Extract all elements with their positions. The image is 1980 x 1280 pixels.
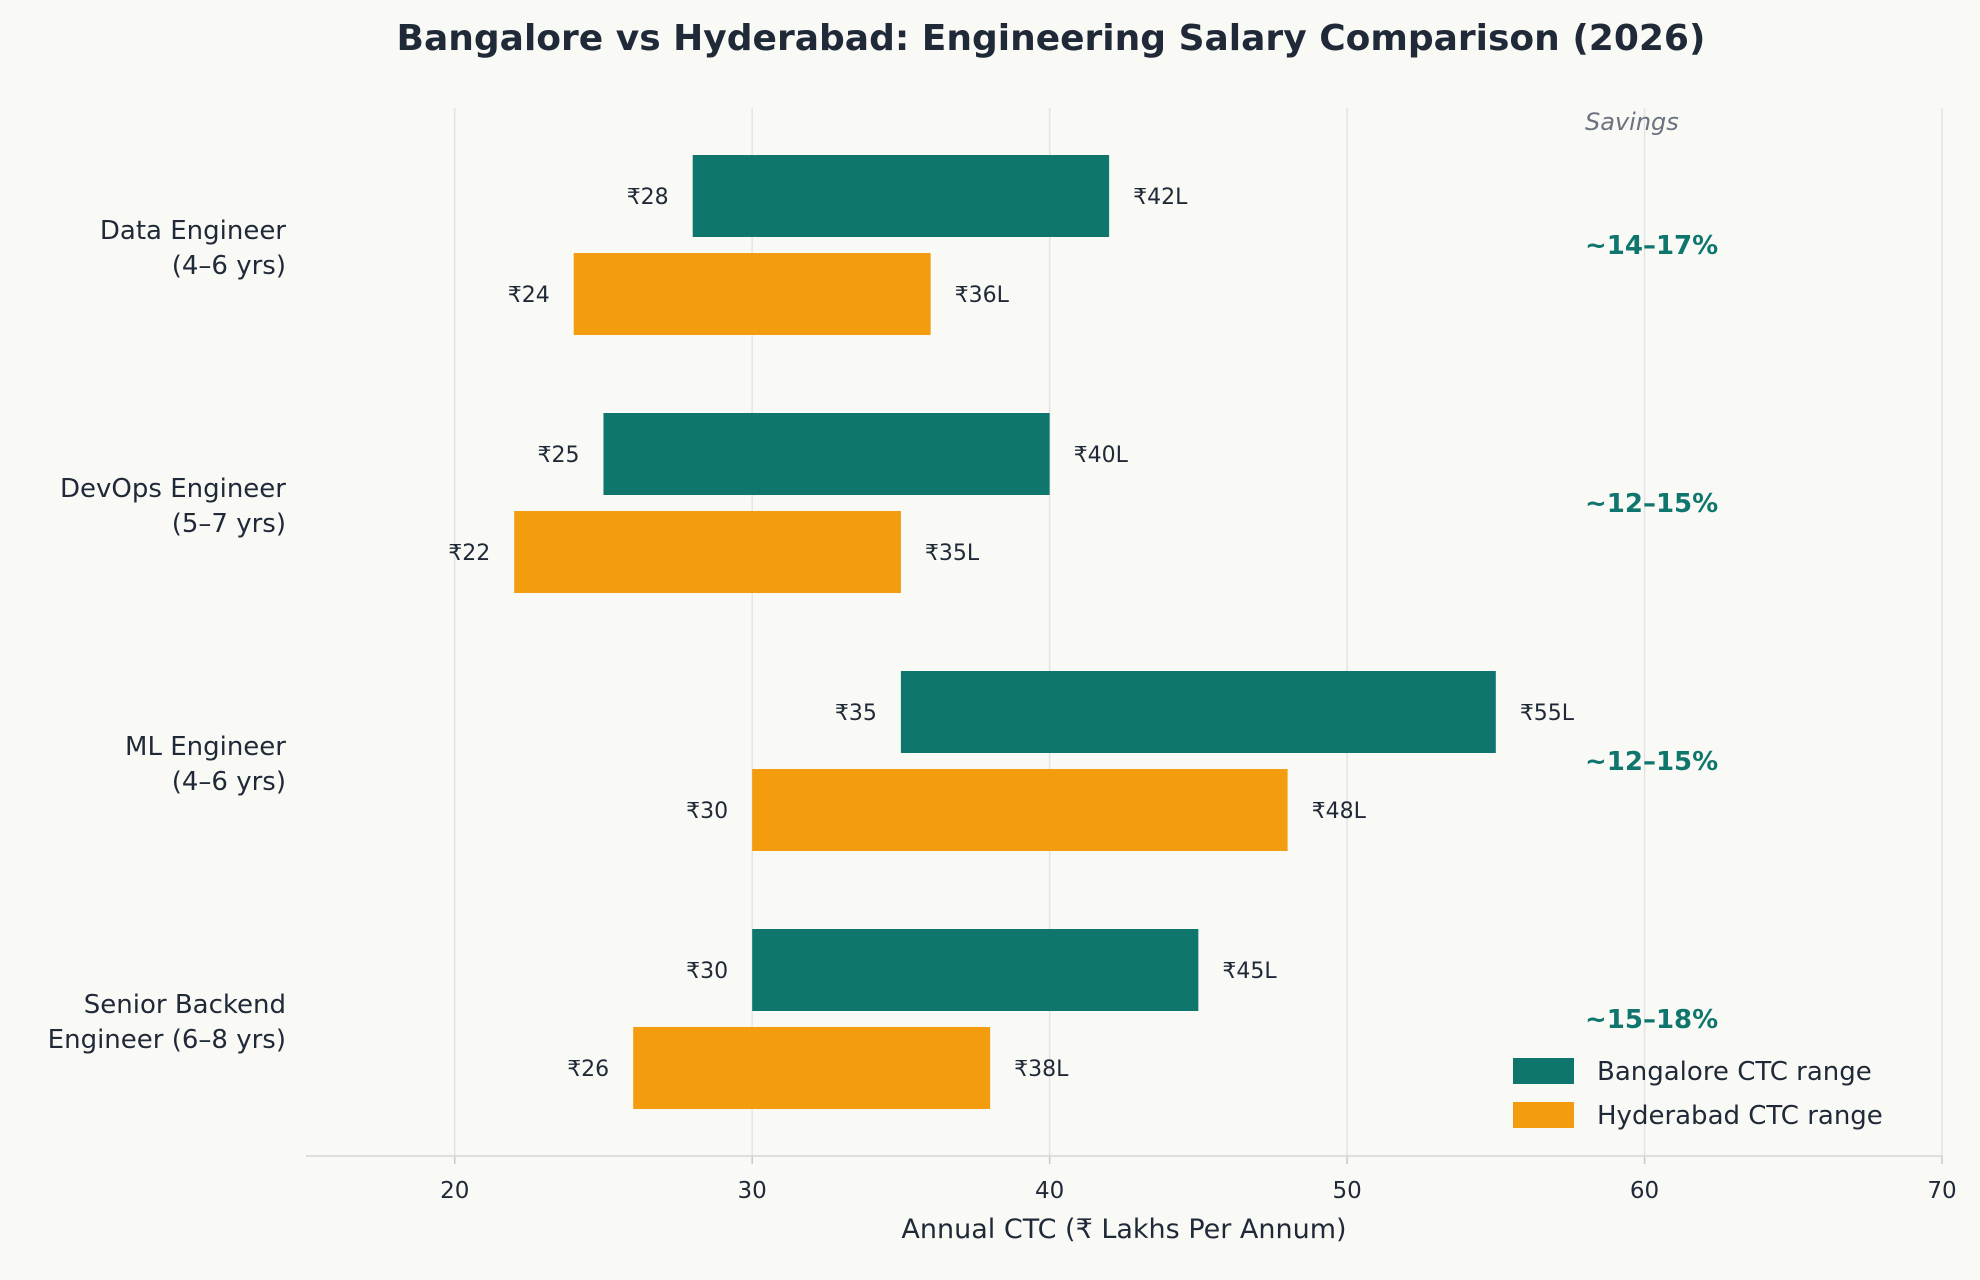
legend-swatch-hyderabad (1513, 1102, 1574, 1128)
bangalore-range-bar (900, 671, 1496, 753)
range-low-label: ₹30 (686, 959, 728, 984)
hyderabad-range-bar (752, 769, 1288, 851)
category-label: DevOps Engineer (60, 474, 286, 504)
category-label: Senior Backend (84, 990, 286, 1020)
range-low-label: ₹35 (835, 701, 877, 726)
range-high-label: ₹42L (1133, 185, 1188, 210)
range-low-label: ₹26 (567, 1057, 609, 1082)
savings-value: ~15–18% (1585, 1005, 1718, 1035)
range-low-label: ₹28 (627, 185, 669, 210)
range-high-label: ₹45L (1222, 959, 1277, 984)
bangalore-range-bar (603, 413, 1050, 495)
savings-value: ~14–17% (1585, 231, 1718, 261)
x-tick-label: 70 (1927, 1178, 1956, 1204)
bangalore-range-bar (692, 155, 1110, 237)
x-tick-label: 30 (738, 1178, 767, 1204)
x-axis: 20 30 40 50 60 70 (306, 1155, 1957, 1204)
bangalore-range-bar (752, 929, 1199, 1011)
x-tick-label: 20 (440, 1178, 469, 1204)
category-label: ML Engineer (125, 732, 286, 762)
range-low-label: ₹25 (537, 443, 579, 468)
savings-value: ~12–15% (1585, 747, 1718, 777)
range-high-label: ₹38L (1014, 1057, 1069, 1082)
category-label: (4–6 yrs) (172, 251, 286, 281)
legend-label: Hyderabad CTC range (1597, 1101, 1883, 1131)
savings-header: Savings (1585, 108, 1679, 136)
category-label: Engineer (6–8 yrs) (48, 1025, 286, 1055)
x-tick-label: 50 (1332, 1178, 1361, 1204)
hyderabad-range-bar (514, 511, 901, 593)
data-labels: ₹28 ₹42L ₹25 ₹40L ₹35 ₹55L ₹30 ₹45L ₹24 ₹36L ₹22 ₹3… (448, 185, 1575, 1082)
category-label: (4–6 yrs) (172, 767, 286, 797)
category-labels: Data Engineer (4–6 yrs) DevOps Engineer (5–… (48, 216, 287, 1055)
legend-label: Bangalore CTC range (1597, 1057, 1872, 1087)
category-label: (5–7 yrs) (172, 509, 286, 539)
range-high-label: ₹55L (1520, 701, 1575, 726)
legend: Bangalore CTC range Hyderabad CTC range (1513, 1057, 1883, 1131)
range-high-label: ₹35L (925, 541, 980, 566)
legend-swatch-bangalore (1513, 1058, 1574, 1084)
savings-value: ~12–15% (1585, 489, 1718, 519)
chart-title: Bangalore vs Hyderabad: Engineering Sala… (397, 18, 1706, 59)
range-high-label: ₹40L (1074, 443, 1129, 468)
range-low-label: ₹22 (448, 541, 490, 566)
hyderabad-range-bar (633, 1027, 991, 1109)
savings-column: Savings ~14–17% ~12–15% ~12–15% ~15–18% (1585, 108, 1718, 1035)
x-tick-label: 60 (1630, 1178, 1659, 1204)
x-axis-title: Annual CTC (₹ Lakhs Per Annum) (901, 1214, 1346, 1245)
hyderabad-range-bar (573, 253, 931, 335)
range-low-label: ₹24 (508, 283, 550, 308)
range-low-label: ₹30 (686, 799, 728, 824)
bars (514, 155, 1496, 1109)
range-high-label: ₹48L (1312, 799, 1367, 824)
x-tick-label: 40 (1035, 1178, 1064, 1204)
category-label: Data Engineer (100, 216, 286, 246)
range-high-label: ₹36L (955, 283, 1010, 308)
